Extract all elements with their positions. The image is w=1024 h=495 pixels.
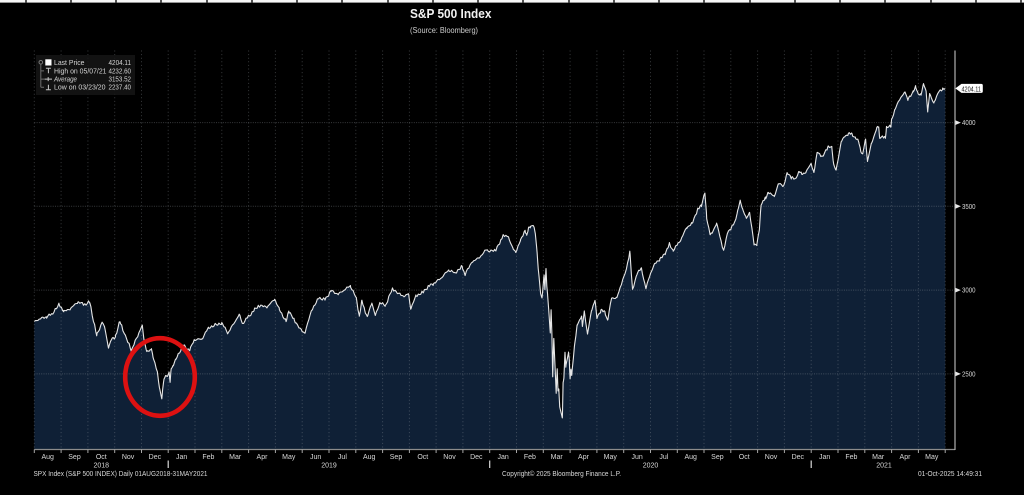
svg-text:Dec: Dec [792,454,805,461]
svg-text:Feb: Feb [524,454,536,461]
svg-text:Feb: Feb [845,454,857,461]
svg-text:4204.11: 4204.11 [962,84,982,93]
svg-text:2018: 2018 [94,463,110,470]
svg-text:High on 05/07/21: High on 05/07/21 [54,66,107,75]
svg-text:Nov: Nov [765,454,778,461]
svg-text:Low on 03/23/20: Low on 03/23/20 [54,83,106,92]
svg-text:SPX Index (S&P 500 INDEX) Dail: SPX Index (S&P 500 INDEX) Daily 01AUG201… [34,471,208,478]
svg-text:2019: 2019 [321,463,337,470]
svg-text:Oct: Oct [417,454,428,461]
svg-text:4000: 4000 [962,120,976,127]
svg-text:Aug: Aug [684,454,697,461]
svg-text:3153.52: 3153.52 [109,75,132,84]
svg-text:Jul: Jul [338,454,347,461]
svg-text:4232.60: 4232.60 [109,66,132,75]
svg-text:2021: 2021 [876,463,892,470]
svg-text:(Source: Bloomberg): (Source: Bloomberg) [410,26,478,35]
svg-text:Mar: Mar [872,454,885,461]
svg-text:Jan: Jan [176,454,187,461]
svg-text:Last Price: Last Price [54,58,85,67]
svg-text:Apr: Apr [900,454,912,461]
svg-text:Sep: Sep [390,454,403,461]
svg-text:May: May [925,454,939,461]
svg-text:May: May [282,454,296,461]
svg-text:4204.11: 4204.11 [109,58,132,67]
svg-text:Apr: Apr [257,454,269,461]
svg-text:3000: 3000 [962,288,976,295]
svg-text:Dec: Dec [470,454,483,461]
svg-text:2020: 2020 [643,463,659,470]
svg-text:Aug: Aug [41,454,54,461]
svg-text:Nov: Nov [122,454,135,461]
svg-text:3500: 3500 [962,204,976,211]
svg-text:Sep: Sep [711,454,724,461]
svg-text:01-Oct-2025 14:49:31: 01-Oct-2025 14:49:31 [918,471,982,478]
svg-text:Aug: Aug [363,454,376,461]
svg-text:Oct: Oct [96,454,107,461]
svg-text:S&P 500 Index: S&P 500 Index [410,7,492,21]
svg-text:Feb: Feb [202,454,214,461]
svg-text:Dec: Dec [149,454,162,461]
svg-text:Jan: Jan [497,454,508,461]
svg-text:Average: Average [53,75,77,84]
svg-text:2500: 2500 [962,372,976,379]
svg-text:Apr: Apr [578,454,590,461]
svg-text:Jul: Jul [659,454,668,461]
svg-text:Jan: Jan [819,454,830,461]
svg-text:Jun: Jun [310,454,321,461]
svg-text:Mar: Mar [551,454,564,461]
svg-text:Sep: Sep [68,454,81,461]
svg-text:Jun: Jun [631,454,642,461]
svg-text:May: May [604,454,618,461]
svg-text:Copyright© 2025 Bloomberg Fina: Copyright© 2025 Bloomberg Finance L.P. [502,470,621,478]
svg-text:Oct: Oct [739,454,750,461]
svg-text:Mar: Mar [229,454,242,461]
svg-text:2237.40: 2237.40 [109,83,132,92]
svg-text:Nov: Nov [443,454,456,461]
